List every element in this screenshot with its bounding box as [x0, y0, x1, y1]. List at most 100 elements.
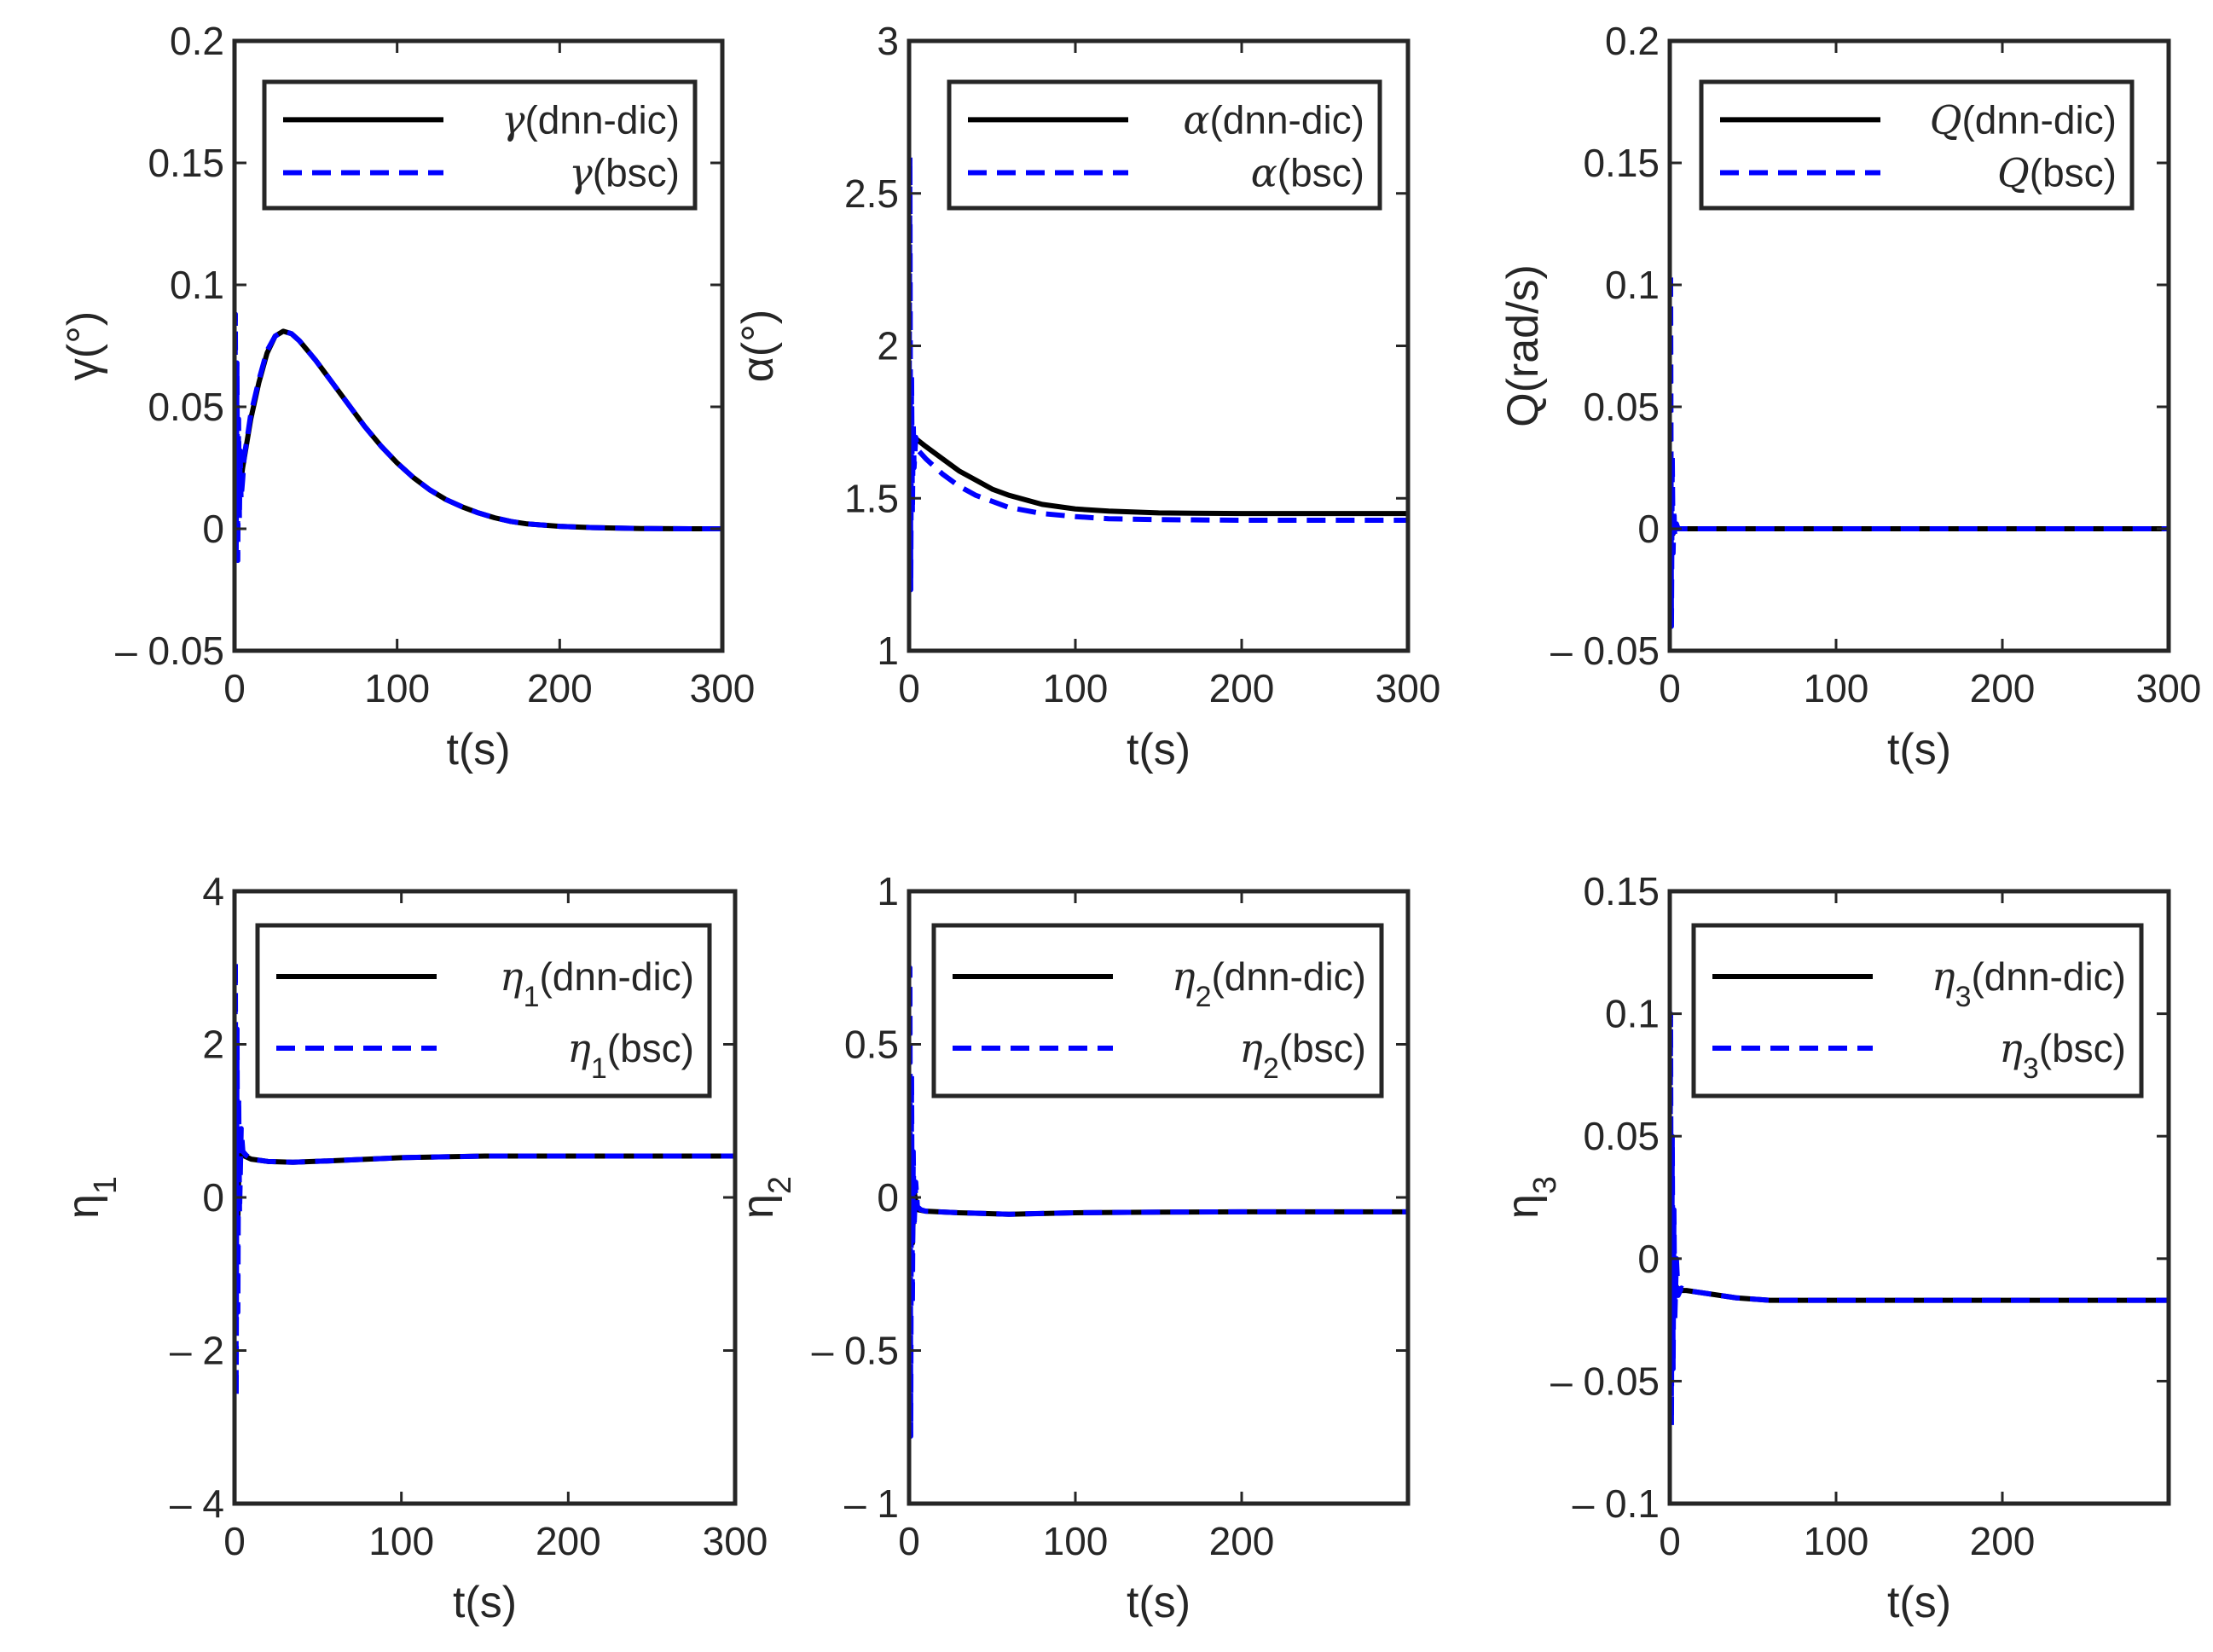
- x-tick-label: 0: [223, 1519, 246, 1563]
- legend-gamma: γ(dnn-dic) γ(bsc): [262, 79, 698, 211]
- y-axis-label: η1: [59, 1176, 124, 1219]
- axes-box-eta1: [232, 889, 738, 1506]
- y-tick-label: – 2: [170, 1329, 224, 1373]
- y-axis-label: α(°): [733, 310, 783, 383]
- legend-Q: Q(dnn-dic) Q(bsc): [1699, 79, 2135, 211]
- y-tick-label: 0.1: [1605, 263, 1660, 307]
- y-tick-label: 0.05: [1583, 385, 1660, 429]
- legend-label-bsc: η1(bsc): [567, 1025, 694, 1085]
- y-axis-label: γ(°): [59, 311, 108, 380]
- y-tick-label: 2: [877, 324, 899, 368]
- legend-box: [931, 923, 1384, 1098]
- x-tick-label: 0: [898, 666, 920, 710]
- x-tick-label: 200: [536, 1519, 601, 1563]
- axes-box-eta3: [1667, 889, 2171, 1506]
- legend-label-dnn-dic: η3(dnn-dic): [1932, 954, 2126, 1013]
- series-line-eta2-bsc: [909, 965, 1408, 1440]
- chart-panel-Q: 0 100 200 300– 0.0500.050.10.150.2t(s)Q(rad…: [1498, 19, 2201, 774]
- y-tick-label: 0.5: [844, 1023, 899, 1067]
- legend-label-bsc: α(bsc): [1251, 150, 1364, 196]
- y-tick-label: 0.05: [148, 385, 224, 429]
- x-tick-label: 300: [1376, 666, 1441, 710]
- y-tick-label: 0: [202, 1175, 224, 1220]
- y-tick-label: 0: [1637, 507, 1660, 551]
- legend-label-dnn-dic: γ(dnn-dic): [501, 96, 680, 142]
- x-tick-label: 100: [1804, 1519, 1869, 1563]
- x-tick-label: 0: [1659, 666, 1681, 710]
- x-tick-label: 100: [1043, 1519, 1109, 1563]
- x-tick-label: 100: [368, 1519, 434, 1563]
- x-axis-label: t(s): [1887, 725, 1951, 774]
- y-tick-label: 0.1: [170, 263, 224, 307]
- x-axis-label: t(s): [446, 725, 510, 774]
- x-tick-label: 200: [527, 666, 593, 710]
- y-tick-label: 2.5: [844, 171, 899, 216]
- y-tick-label: – 0.1: [1573, 1481, 1660, 1526]
- legend-label-dnn-dic: α(dnn-dic): [1183, 96, 1364, 142]
- x-axis-label: t(s): [1127, 1578, 1191, 1627]
- y-tick-label: 1: [877, 629, 899, 673]
- chart-panel-eta1: 0 100 200 300 – 4 – 2 0 2 4 t(s) η1 η1(dnn-dic) η1(b…: [59, 869, 768, 1627]
- legend-box: [1691, 923, 2144, 1098]
- x-tick-label: 0: [1659, 1519, 1681, 1563]
- y-tick-label: 4: [202, 869, 224, 913]
- y-tick-label: 0.15: [148, 141, 224, 185]
- y-axis-label: η3: [1498, 1176, 1563, 1219]
- chart-panel-alpha: 0 100 200 300 1 1.5 2 2.5 3 t(s) α(°) α(dnn-dic) α(b…: [733, 19, 1440, 774]
- legend-label-dnn-dic: Q(dnn-dic): [1930, 96, 2117, 142]
- y-axis-label: η2: [733, 1176, 798, 1219]
- chart-panel-eta2: 0 100 200 – 1 – 0.5 0 0.5 1 t(s) η2 η2(dnn-dic)η2(…: [733, 869, 1411, 1627]
- y-tick-label: – 0.05: [115, 629, 224, 673]
- y-tick-label: 0: [1637, 1237, 1660, 1281]
- series-line-gamma-bsc: [235, 311, 722, 564]
- series-line-eta1-bsc: [235, 957, 735, 1400]
- legend-eta2: η2(dnn-dic) η2(bsc): [931, 923, 1384, 1098]
- y-tick-label: 1.5: [844, 476, 899, 520]
- y-tick-label: 0.1: [1605, 992, 1660, 1036]
- series-line-alpha-dnn-dic: [909, 434, 1408, 517]
- legend-box: [947, 79, 1382, 211]
- x-tick-label: 300: [703, 1519, 768, 1563]
- series-line-alpha-bsc: [909, 154, 1408, 593]
- chart-panel-eta3: 0 100 200 – 0.1 – 0.05 0 0.05 0.1 0.15 t(s) η3 η3(d…: [1498, 869, 2171, 1627]
- y-tick-label: 3: [877, 19, 899, 63]
- y-tick-label: – 0.5: [812, 1329, 899, 1373]
- legend-label-dnn-dic: η2(dnn-dic): [1172, 954, 1366, 1013]
- legend-label-bsc: Q(bsc): [1997, 150, 2117, 196]
- y-tick-label: 0: [877, 1175, 899, 1220]
- y-tick-label: 0.15: [1583, 869, 1660, 913]
- legend-label-bsc: η3(bsc): [1999, 1025, 2126, 1085]
- x-tick-label: 100: [364, 666, 430, 710]
- x-tick-label: 100: [1804, 666, 1869, 710]
- legend-eta3: η3(dnn-dic) η3(bsc): [1691, 923, 2144, 1098]
- y-tick-label: 0.05: [1583, 1114, 1660, 1158]
- x-axis-label: t(s): [1127, 725, 1191, 774]
- y-tick-label: 0.15: [1583, 141, 1660, 185]
- legend-box: [1699, 79, 2135, 211]
- x-axis-label: t(s): [453, 1578, 517, 1627]
- x-tick-label: 200: [1970, 666, 2036, 710]
- x-tick-label: 200: [1209, 666, 1275, 710]
- y-tick-label: – 4: [170, 1481, 224, 1526]
- axes-box-gamma: [232, 38, 725, 653]
- y-tick-label: 0: [202, 507, 224, 551]
- x-tick-label: 300: [690, 666, 756, 710]
- y-tick-label: 1: [877, 869, 899, 913]
- axes-box-eta2: [907, 889, 1411, 1506]
- legend-box: [255, 923, 712, 1098]
- legend-alpha: α(dnn-dic) α(bsc): [947, 79, 1382, 211]
- legend-label-dnn-dic: η1(dnn-dic): [500, 954, 694, 1013]
- x-tick-label: 0: [898, 1519, 920, 1563]
- chart-panel-gamma: 0 100 200 300– 0.0500.050.10.150.2t(s)γ(°)γ…: [59, 19, 755, 774]
- y-tick-label: – 1: [844, 1481, 899, 1526]
- x-tick-label: 100: [1043, 666, 1109, 710]
- legend-box: [262, 79, 698, 211]
- x-tick-label: 200: [1209, 1519, 1275, 1563]
- x-tick-label: 0: [223, 666, 246, 710]
- y-tick-label: 0.2: [1605, 19, 1660, 63]
- y-tick-label: – 0.05: [1550, 629, 1660, 673]
- x-tick-label: 200: [1970, 1519, 2036, 1563]
- x-axis-label: t(s): [1887, 1578, 1951, 1627]
- y-tick-label: – 0.05: [1550, 1359, 1660, 1403]
